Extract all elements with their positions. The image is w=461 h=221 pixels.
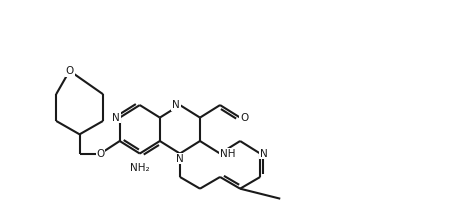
Text: N: N [172,100,180,110]
Text: O: O [65,66,74,76]
Text: NH₂: NH₂ [130,163,150,173]
Text: N: N [260,149,268,158]
Text: NH: NH [220,149,236,158]
Text: O: O [240,113,248,123]
Text: O: O [96,149,105,158]
Text: N: N [112,113,120,123]
Text: N: N [176,154,184,164]
